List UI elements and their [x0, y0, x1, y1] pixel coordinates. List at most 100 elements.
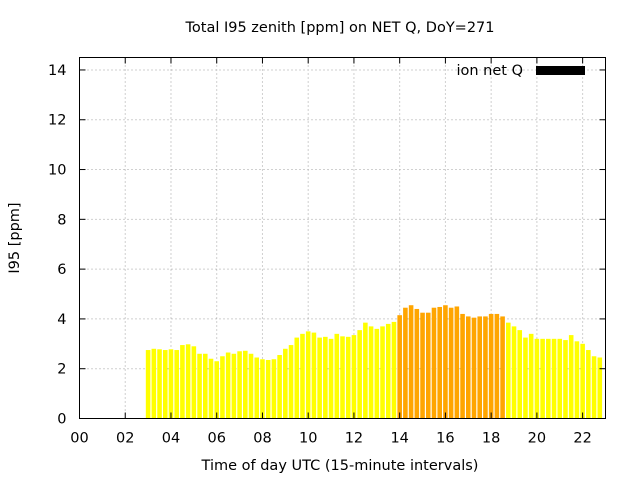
bar	[540, 338, 545, 419]
x-tick-label: 18	[482, 431, 500, 447]
x-tick-label: 08	[253, 431, 271, 447]
bars	[145, 305, 603, 419]
x-tick-label: 06	[207, 431, 225, 447]
bar	[168, 349, 174, 419]
bar	[345, 336, 351, 419]
y-tick-label: 14	[48, 63, 66, 79]
bar	[248, 353, 254, 419]
y-tick-label: 6	[57, 262, 66, 278]
bar	[380, 326, 385, 419]
x-tick-label: 04	[162, 431, 180, 447]
bar	[523, 337, 528, 419]
bar	[208, 358, 214, 419]
x-tick-labels: 00 02 04 06 08 10 12 14 16 18 20 22	[70, 431, 592, 447]
bar	[500, 316, 505, 419]
bar	[403, 307, 408, 419]
bar	[443, 305, 448, 419]
bar	[414, 308, 420, 419]
bar	[397, 315, 402, 419]
bar	[271, 359, 277, 419]
bar	[391, 321, 397, 419]
x-axis-label: Time of day UTC (15-minute intervals)	[201, 458, 479, 474]
y-tick-label: 10	[48, 163, 66, 179]
bar	[260, 359, 265, 419]
bar	[437, 306, 442, 419]
bar	[597, 357, 603, 419]
x-tick-label: 00	[70, 431, 88, 447]
y-tick-label: 2	[57, 362, 66, 378]
bar	[488, 313, 494, 419]
bar	[460, 313, 465, 419]
bar	[528, 333, 534, 419]
bar	[157, 349, 162, 419]
legend-label: ion net Q	[456, 63, 523, 79]
legend: ion net Q	[456, 63, 585, 79]
x-tick-label: 10	[299, 431, 317, 447]
bar	[151, 348, 157, 419]
bar	[202, 353, 208, 419]
bar	[551, 338, 557, 419]
bar	[494, 313, 500, 419]
bar	[563, 340, 568, 419]
bar	[591, 356, 597, 419]
bar	[534, 338, 540, 419]
x-tick-label: 14	[390, 431, 408, 447]
bar	[340, 336, 345, 419]
bar	[328, 338, 334, 419]
y-axis-label: I95 [ppm]	[7, 202, 23, 273]
bar	[214, 361, 220, 419]
bar	[162, 350, 168, 419]
bar	[288, 345, 294, 419]
bar	[277, 355, 282, 419]
bar	[363, 322, 368, 419]
bar	[237, 351, 242, 419]
y-tick-label: 8	[57, 212, 66, 228]
y-tick-label: 4	[57, 312, 66, 328]
x-tick-label: 22	[573, 431, 591, 447]
bar	[431, 307, 437, 419]
bar	[483, 316, 488, 419]
bar	[323, 336, 328, 419]
bar	[477, 316, 483, 419]
ticks	[79, 57, 606, 419]
bar	[357, 330, 362, 419]
bar	[334, 333, 340, 419]
y-tick-label: 12	[48, 113, 66, 129]
bar	[385, 323, 391, 419]
bar	[374, 328, 380, 419]
bar	[568, 335, 574, 419]
bar	[300, 333, 305, 419]
y-tick-label: 0	[57, 412, 66, 428]
bar	[471, 317, 477, 419]
bar	[254, 357, 260, 419]
bar	[145, 350, 151, 419]
bar	[231, 353, 237, 419]
bar	[185, 344, 191, 419]
bar	[420, 312, 425, 419]
chart-title: Total I95 zenith [ppm] on NET Q, DoY=271	[185, 20, 495, 36]
bar	[580, 343, 585, 419]
bar	[174, 350, 179, 419]
bar	[283, 348, 288, 419]
bar	[408, 305, 414, 419]
bar	[294, 337, 300, 419]
bar	[546, 338, 551, 419]
bar	[225, 352, 231, 419]
y-tick-labels: 0 2 4 6 8 10 12 14	[48, 63, 66, 428]
bar	[351, 335, 357, 419]
bar	[368, 326, 374, 419]
x-tick-label: 02	[116, 431, 134, 447]
bar	[425, 312, 431, 419]
bar	[197, 353, 202, 419]
x-tick-label: 16	[436, 431, 454, 447]
bar	[574, 341, 580, 419]
bar	[454, 306, 460, 419]
bar	[511, 326, 517, 419]
plot-frame	[79, 57, 606, 419]
bar	[191, 346, 197, 419]
bar	[586, 350, 591, 419]
bar	[557, 338, 563, 419]
bar	[517, 330, 523, 419]
bar	[465, 316, 471, 419]
